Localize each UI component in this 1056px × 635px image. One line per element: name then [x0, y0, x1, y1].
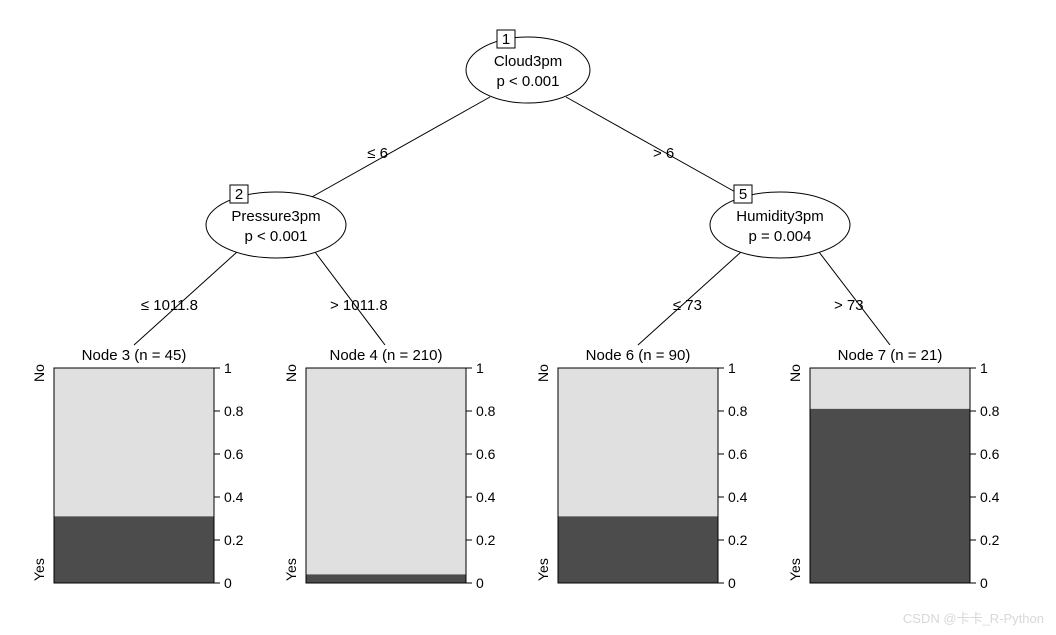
- leaf-tick-label: 0.8: [980, 403, 1000, 419]
- leaf-title: Node 3 (n = 45): [82, 347, 187, 364]
- leaf-tick-label: 0: [728, 575, 736, 591]
- node-inner-left-pvalue: p < 0.001: [245, 228, 308, 245]
- node-inner-right-id: 5: [739, 186, 747, 203]
- leaf-node-4: Node 4 (n = 210) 1 0.8 0.6 0.4 0.2 0 No Yes: [283, 347, 496, 591]
- leaf-ylab-yes: Yes: [31, 558, 47, 581]
- leaf-ylab-no: No: [787, 364, 803, 382]
- leaf-bar-yes: [810, 409, 970, 583]
- leaf-tick-label: 0.2: [980, 532, 1000, 548]
- leaf-bar-no: [54, 368, 214, 516]
- leaf-bar-no: [306, 368, 466, 574]
- leaf-title: Node 6 (n = 90): [586, 347, 691, 364]
- leaf-tick-label: 0: [980, 575, 988, 591]
- leaf-ylab-no: No: [283, 364, 299, 382]
- leaf-tick-label: 0: [476, 575, 484, 591]
- leaf-bar-yes: [558, 516, 718, 583]
- node-inner-right-pvalue: p = 0.004: [749, 228, 812, 245]
- node-root-ellipse: [466, 37, 590, 103]
- leaf-tick-label: 0.2: [728, 532, 748, 548]
- node-root-variable: Cloud3pm: [494, 53, 562, 70]
- leaf-bar-no: [558, 368, 718, 516]
- leaf-tick-label: 1: [476, 360, 484, 376]
- decision-tree-svg: ≤ 6 > 6 ≤ 1011.8 > 1011.8 ≤ 73 > 73 Cloud3pm p …: [0, 0, 1056, 635]
- leaf-title: Node 7 (n = 21): [838, 347, 943, 364]
- leaf-node-7: Node 7 (n = 21) 1 0.8 0.6 0.4 0.2 0 No Yes: [787, 347, 1000, 591]
- leaf-tick-label: 0.2: [224, 532, 244, 548]
- leaf-ylab-yes: Yes: [535, 558, 551, 581]
- leaf-tick-label: 0.6: [476, 446, 496, 462]
- edge-label: ≤ 1011.8: [141, 297, 198, 314]
- leaf-tick-label: 0: [224, 575, 232, 591]
- leaf-tick-label: 1: [728, 360, 736, 376]
- node-inner-left-variable: Pressure3pm: [231, 208, 320, 225]
- leaf-tick-label: 0.4: [224, 489, 244, 505]
- leaf-bar-no: [810, 368, 970, 409]
- node-inner-right-variable: Humidity3pm: [736, 208, 824, 225]
- leaf-node-3: Node 3 (n = 45) 1 0.8 0.6 0.4 0.2 0 No Yes: [31, 347, 244, 591]
- leaf-ylab-no: No: [535, 364, 551, 382]
- leaf-bar-yes: [306, 574, 466, 583]
- leaf-tick-label: 0.4: [728, 489, 748, 505]
- leaf-tick-label: 0.6: [224, 446, 244, 462]
- node-root-pvalue: p < 0.001: [497, 73, 560, 90]
- node-inner-right-ellipse: [710, 192, 850, 258]
- edge-label: ≤ 6: [367, 145, 388, 162]
- node-inner-left-id: 2: [235, 186, 243, 203]
- leaf-ylab-no: No: [31, 364, 47, 382]
- leaf-tick-label: 1: [980, 360, 988, 376]
- leaf-ylab-yes: Yes: [283, 558, 299, 581]
- edge-label: ≤ 73: [673, 297, 702, 314]
- edge-label: > 6: [653, 145, 674, 162]
- leaf-tick-label: 1: [224, 360, 232, 376]
- leaf-tick-label: 0.8: [224, 403, 244, 419]
- leaf-ylab-yes: Yes: [787, 558, 803, 581]
- leaf-tick-label: 0.4: [980, 489, 1000, 505]
- leaf-tick-label: 0.2: [476, 532, 496, 548]
- leaf-bar-yes: [54, 516, 214, 583]
- edge-label: > 1011.8: [330, 297, 388, 314]
- edge-label: > 73: [834, 297, 864, 314]
- leaf-tick-label: 0.8: [728, 403, 748, 419]
- watermark: CSDN @卡卡_R-Python: [903, 611, 1044, 626]
- leaf-tick-label: 0.6: [980, 446, 1000, 462]
- leaf-title: Node 4 (n = 210): [330, 347, 443, 364]
- leaf-tick-label: 0.8: [476, 403, 496, 419]
- node-root-id: 1: [502, 31, 510, 48]
- node-inner-left-ellipse: [206, 192, 346, 258]
- leaf-tick-label: 0.4: [476, 489, 496, 505]
- leaf-tick-label: 0.6: [728, 446, 748, 462]
- leaf-node-6: Node 6 (n = 90) 1 0.8 0.6 0.4 0.2 0 No Yes: [535, 347, 748, 591]
